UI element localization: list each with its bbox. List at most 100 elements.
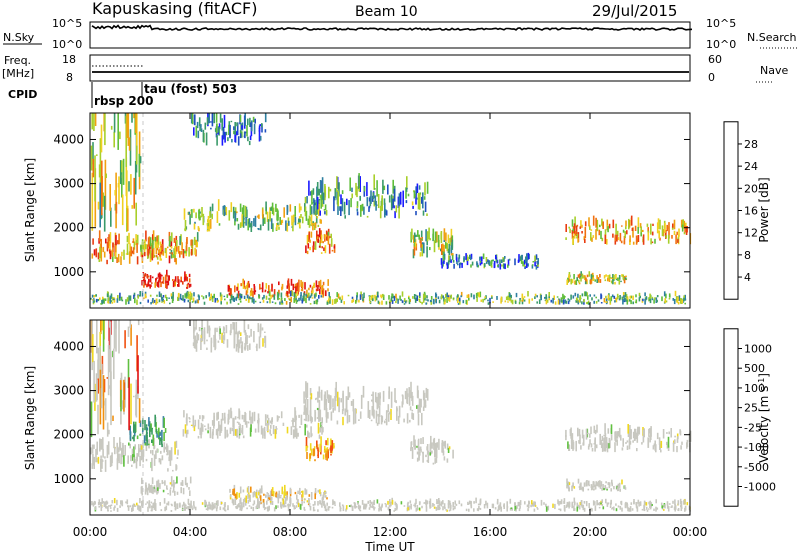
power-echo-cell (223, 205, 226, 217)
velocity-echo-cell (425, 454, 427, 458)
velocity-echo-cell (264, 507, 267, 509)
power-echo-cell (466, 260, 469, 266)
power-echo-cell (501, 264, 503, 267)
power-echo-cell (327, 288, 329, 292)
velocity-echo-cell (120, 453, 122, 465)
power-echo-cell (280, 220, 283, 225)
velocity-echo-cell (113, 498, 116, 504)
power-echo-cell (592, 275, 594, 277)
power-echo-cell (525, 256, 527, 263)
velocity-echo-cell (411, 409, 414, 412)
power-echo-cell (644, 299, 646, 305)
power-echo-cell (194, 300, 197, 304)
power-echo-cell (460, 295, 462, 298)
power-echo-cell (392, 179, 394, 194)
power-echo-cell (522, 261, 524, 267)
velocity-echo-cell (249, 427, 252, 437)
power-echo-cell (413, 294, 416, 300)
power-echo-cell (684, 302, 686, 305)
power-echo-cell (435, 292, 437, 298)
velocity-echo-cell (377, 413, 379, 417)
power-echo-cell (612, 274, 614, 278)
power-echo-cell (390, 296, 393, 301)
velocity-echo-cell (260, 499, 262, 505)
velocity-echo-cell (655, 506, 657, 512)
velocity-echo-cell (600, 441, 603, 449)
velocity-echo-cell (188, 417, 190, 419)
power-echo-cell (237, 295, 240, 299)
power-echo-cell (632, 301, 634, 305)
velocity-echo-cell (275, 505, 277, 510)
velocity-echo-cell (235, 343, 238, 352)
power-echo-cell (239, 293, 241, 299)
power-echo-cell (572, 228, 574, 232)
velocity-echo-cell (263, 502, 265, 509)
velocity-echo-cell (593, 488, 595, 491)
power-echo-cell (418, 185, 421, 190)
power-echo-cell (527, 291, 529, 297)
velocity-echo-cell (174, 508, 177, 511)
power-echo-cell (493, 263, 496, 269)
velocity-echo-cell (530, 504, 532, 508)
power-echo-cell (321, 192, 324, 200)
velocity-echo-cell (269, 420, 272, 424)
velocity-echo-cell (536, 506, 538, 509)
velocity-echo-cell (610, 424, 613, 435)
power-echo-cell (674, 290, 677, 297)
power-echo-cell (233, 130, 235, 135)
velocity-echo-cell (566, 478, 568, 484)
power-echo-cell (620, 240, 623, 244)
velocity-echo-cell (602, 506, 605, 510)
power-echo-cell (590, 232, 592, 241)
velocity-echo-cell (227, 505, 229, 511)
velocity-echo-cell (617, 505, 620, 508)
power-echo-cell (583, 276, 585, 279)
velocity-echo-cell (593, 425, 596, 434)
velocity-echo-cell (124, 330, 126, 349)
velocity-echo-cell (417, 404, 419, 414)
velocity-echo-cell (534, 501, 536, 506)
velocity-echo-cell (506, 505, 508, 512)
velocity-echo-cell (312, 448, 315, 457)
velocity-echo-cell (166, 449, 169, 455)
velocity-echo-cell (607, 502, 610, 505)
power-echo-cell (320, 252, 323, 254)
power-echo-cell (393, 188, 396, 202)
velocity-echo-cell (294, 491, 297, 495)
power-echo-cell (318, 188, 320, 196)
power-echo-cell (188, 211, 190, 215)
velocity-echo-cell (370, 506, 373, 508)
velocity-echo-cell (189, 420, 191, 423)
velocity-echo-cell (233, 417, 235, 429)
power-echo-cell (300, 295, 302, 301)
velocity-echo-cell (332, 499, 334, 506)
power-echo-cell (624, 277, 627, 280)
power-echo-cell (351, 187, 353, 193)
velocity-echo-cell (642, 435, 645, 443)
power-echo-cell (450, 294, 452, 299)
power-echo-cell (294, 286, 296, 289)
power-echo-cell (442, 243, 444, 251)
velocity-echo-cell (600, 439, 602, 443)
velocity-echo-cell (138, 398, 141, 423)
power-echo-cell (296, 291, 298, 297)
power-echo-cell (352, 298, 355, 303)
power-echo-cell (318, 198, 321, 201)
velocity-echo-cell (372, 391, 374, 404)
power-echo-cell (475, 292, 478, 298)
velocity-echo-cell (433, 504, 435, 506)
velocity-echo-cell (132, 506, 134, 512)
velocity-echo-cell (246, 487, 249, 493)
velocity-echo-cell (596, 424, 598, 433)
power-echo-cell (295, 286, 297, 294)
velocity-echo-cell (286, 497, 288, 500)
power-echo-cell (172, 279, 174, 281)
velocity-echo-cell (566, 484, 568, 489)
velocity-echo-cell (564, 506, 566, 512)
power-echo-cell (480, 260, 482, 263)
velocity-echo-cell (193, 425, 196, 432)
power-echo-cell (258, 125, 261, 130)
velocity-echo-cell (413, 504, 415, 507)
velocity-echo-cell (265, 416, 267, 421)
power-echo-cell (651, 298, 654, 301)
